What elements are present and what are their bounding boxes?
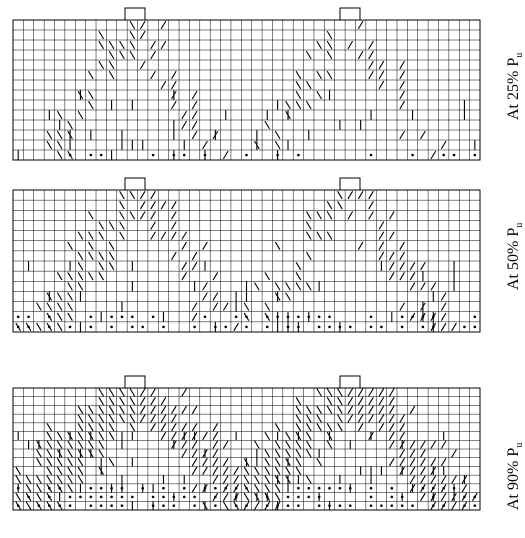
crack-marks bbox=[17, 20, 477, 161]
mesh-grid bbox=[13, 190, 480, 332]
load-plate bbox=[339, 177, 361, 191]
load-label-50: At 50% Pu bbox=[505, 222, 525, 290]
mesh-grid bbox=[13, 20, 480, 160]
crack-marks bbox=[15, 388, 478, 511]
load-plate bbox=[339, 7, 361, 21]
load-plate bbox=[339, 375, 361, 389]
load-label-25: At 25% Pu bbox=[505, 52, 525, 120]
load-plate bbox=[124, 7, 146, 21]
load-plate bbox=[124, 375, 146, 389]
load-plate bbox=[124, 177, 146, 191]
crack-marks bbox=[15, 191, 477, 333]
load-label-90: At 90% Pu bbox=[505, 442, 525, 510]
